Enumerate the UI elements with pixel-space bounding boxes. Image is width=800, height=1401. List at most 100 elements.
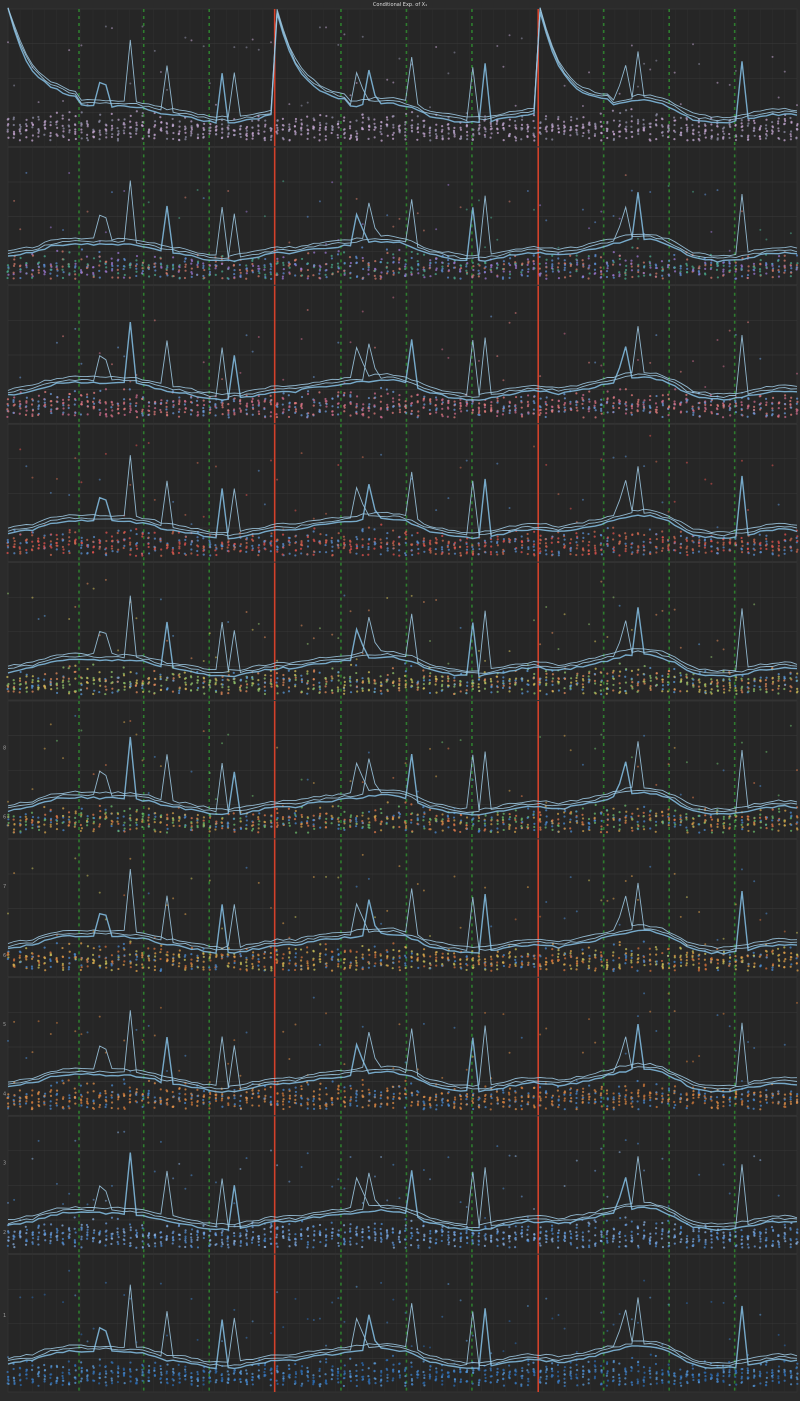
- data-point: [160, 411, 162, 413]
- data-point: [26, 410, 28, 412]
- data-point: [318, 391, 320, 393]
- data-point: [337, 413, 339, 415]
- data-point: [56, 478, 58, 480]
- data-point: [734, 125, 736, 127]
- data-point: [636, 255, 638, 257]
- data-point: [551, 255, 553, 257]
- data-point: [56, 127, 58, 129]
- data-point: [44, 615, 46, 617]
- data-point: [790, 262, 792, 264]
- data-point: [282, 681, 284, 683]
- data-point: [154, 274, 156, 276]
- data-point: [37, 540, 39, 542]
- data-point: [277, 262, 279, 264]
- data-point: [399, 409, 401, 411]
- data-point: [741, 129, 743, 131]
- data-point: [691, 408, 693, 410]
- data-point: [777, 260, 779, 262]
- data-point: [264, 125, 266, 127]
- data-point: [282, 411, 284, 413]
- data-point: [135, 268, 137, 270]
- data-point: [49, 124, 51, 126]
- data-point: [135, 444, 137, 446]
- data-point: [386, 537, 388, 539]
- data-point: [668, 549, 670, 551]
- data-point: [7, 266, 9, 268]
- data-point: [282, 543, 284, 545]
- data-point: [784, 71, 786, 73]
- data-point: [191, 267, 193, 269]
- data-point: [117, 649, 119, 651]
- data-point: [324, 677, 326, 679]
- data-point: [190, 397, 192, 399]
- data-point: [735, 411, 737, 413]
- data-point: [490, 680, 492, 682]
- data-point: [423, 544, 425, 546]
- data-point: [692, 133, 694, 135]
- data-point: [527, 130, 529, 132]
- data-point: [380, 524, 382, 526]
- data-point: [55, 672, 57, 674]
- data-point: [111, 119, 113, 121]
- data-point: [546, 404, 548, 406]
- data-point: [540, 397, 542, 399]
- data-point: [765, 124, 767, 126]
- data-point: [313, 404, 315, 406]
- data-point: [282, 674, 284, 676]
- data-point: [485, 266, 487, 268]
- data-point: [221, 378, 223, 380]
- data-point: [136, 394, 138, 396]
- data-point: [387, 549, 389, 551]
- data-point: [490, 132, 492, 134]
- data-point: [349, 543, 351, 545]
- data-point: [233, 276, 235, 278]
- data-point: [619, 273, 621, 275]
- data-point: [472, 688, 474, 690]
- data-point: [25, 119, 27, 121]
- data-point: [502, 687, 504, 689]
- data-point: [771, 133, 773, 135]
- data-point: [521, 692, 523, 694]
- data-point: [532, 120, 534, 122]
- data-point: [68, 552, 70, 554]
- data-point: [215, 554, 217, 556]
- data-point: [349, 272, 351, 274]
- data-point: [509, 650, 511, 652]
- data-point: [93, 130, 95, 132]
- data-point: [37, 686, 39, 688]
- data-point: [319, 127, 321, 129]
- data-point: [374, 541, 376, 543]
- data-point: [233, 677, 235, 679]
- data-point: [373, 528, 375, 530]
- data-point: [435, 548, 437, 550]
- data-point: [227, 133, 229, 135]
- data-point: [361, 246, 363, 248]
- data-point: [478, 408, 480, 410]
- data-point: [160, 71, 162, 73]
- data-point: [123, 355, 125, 357]
- data-point: [197, 676, 199, 678]
- data-point: [753, 266, 755, 268]
- data-point: [581, 403, 583, 405]
- data-point: [497, 681, 499, 683]
- data-point: [472, 269, 474, 271]
- data-point: [356, 547, 358, 549]
- data-point: [239, 399, 241, 401]
- data-point: [80, 693, 82, 695]
- data-point: [624, 259, 626, 261]
- data-point: [185, 407, 187, 409]
- data-point: [496, 553, 498, 555]
- data-point: [796, 413, 798, 415]
- data-point: [160, 121, 162, 123]
- data-point: [417, 212, 419, 214]
- data-point: [87, 405, 89, 407]
- data-point: [221, 548, 223, 550]
- data-point: [123, 401, 125, 403]
- data-point: [178, 408, 180, 410]
- data-point: [215, 679, 217, 681]
- data-point: [55, 123, 57, 125]
- data-point: [642, 401, 644, 403]
- data-point: [600, 125, 602, 127]
- data-point: [765, 119, 767, 121]
- data-point: [246, 537, 248, 539]
